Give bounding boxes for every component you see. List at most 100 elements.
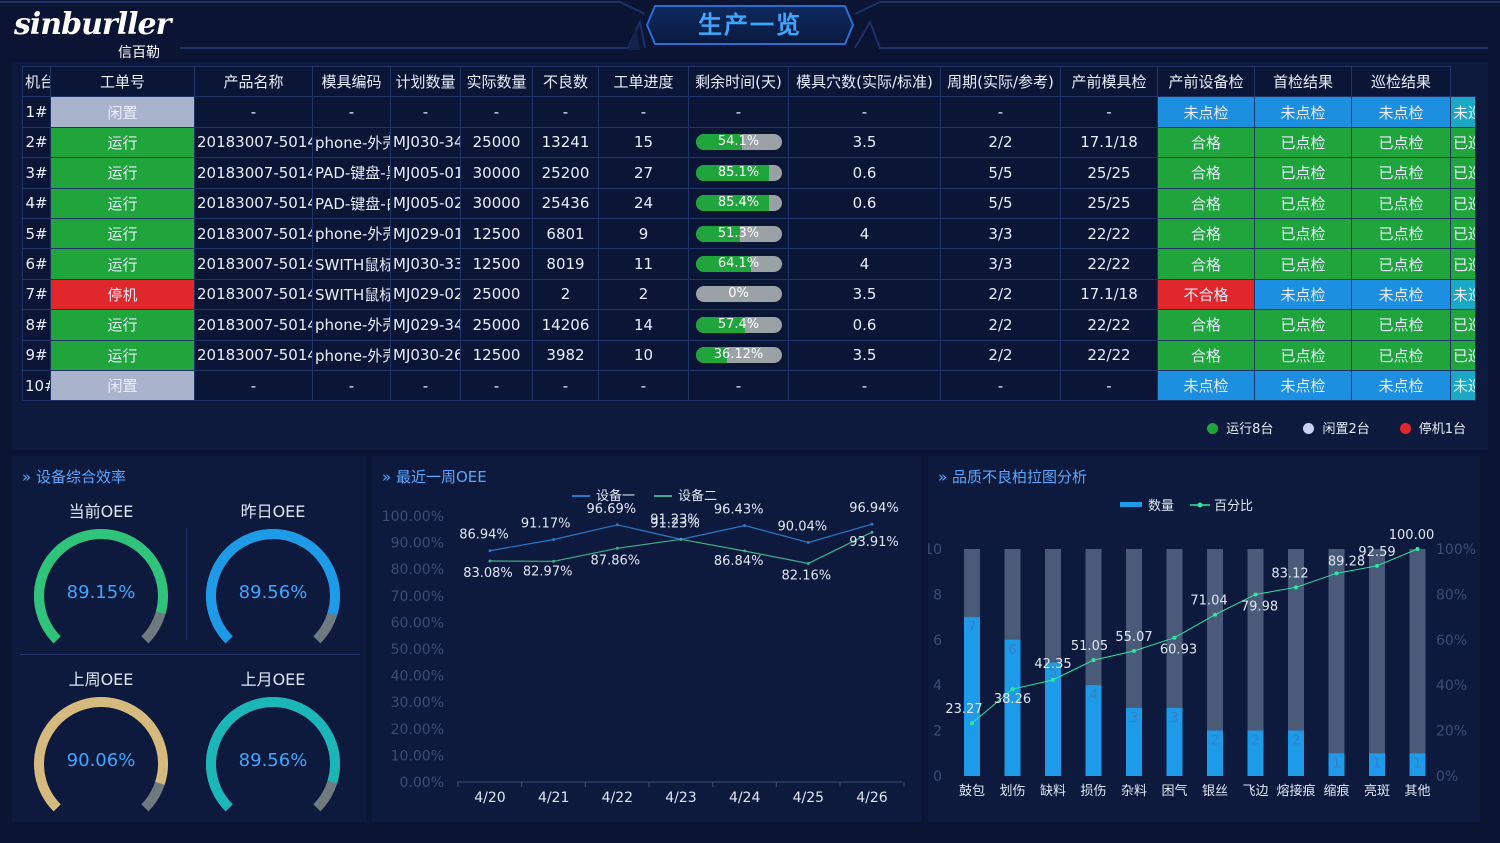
plan-cell: 25000 [460, 126, 533, 159]
actual-cell: 3982 [532, 339, 599, 371]
premold-check-cell: 合格 [1157, 248, 1255, 280]
cumulative-point [1010, 687, 1015, 692]
data-point [552, 559, 556, 563]
mold-cell: MJ030-34 [390, 126, 461, 159]
table-row[interactable]: 4#运行20183007-501412PAD-键盘-白色MJ005-023000… [22, 187, 1476, 219]
cavity-cell: - [940, 369, 1061, 402]
bar-background [1328, 549, 1345, 776]
defect-cell: 24 [598, 187, 689, 219]
table-row[interactable]: 3#运行20183007-501411PAD-键盘-黑色MJ005-013000… [22, 157, 1476, 189]
machine-cell: 5# [22, 217, 51, 250]
bar-background [1369, 549, 1385, 776]
y-tick-label: 0.00% [400, 775, 444, 791]
cumulative-label: 38.26 [994, 692, 1031, 707]
oee-gauge-value: 89.56% [238, 750, 308, 771]
column-header: 工单号 [50, 65, 195, 98]
first-inspection-cell: 已点检 [1351, 187, 1451, 219]
patrol-inspection-cell: 未巡检 [1450, 369, 1476, 402]
gauge-ring [34, 529, 168, 644]
cumulative-label: 60.93 [1160, 643, 1197, 658]
cavity-cell: 2/2 [940, 339, 1061, 371]
data-point [870, 530, 874, 534]
x-tick-label: 其他 [1404, 784, 1430, 799]
order-cell: 20183007-501414 [194, 248, 313, 280]
bar-value-label: 1 [1332, 756, 1340, 771]
defect-pareto-title-text: 品质不良柏拉图分析 [951, 468, 1087, 486]
cumulative-point [1172, 635, 1177, 640]
table-row[interactable]: 8#运行20183007-501416phone-外壳-白MJ029-34250… [22, 309, 1476, 341]
data-point [488, 559, 492, 563]
y-tick-label: 80.00% [391, 562, 444, 578]
legend-idle: 闲置2台 [1303, 418, 1370, 437]
order-cell: 20183007-501410 [194, 126, 313, 159]
defect-cell: 2 [598, 278, 689, 311]
status-badge: 运行 [50, 157, 195, 189]
right-y-tick-label: 40% [1436, 678, 1467, 694]
bar [1207, 730, 1223, 776]
product-cell: PAD-键盘-白色 [312, 187, 391, 219]
legend-running-label: 运行8台 [1226, 422, 1274, 437]
cumulative-point [1375, 563, 1379, 568]
oee-gauge-label: 上月OEE [240, 670, 306, 689]
cumulative-label: 55.07 [1115, 630, 1152, 645]
oee-panel-title: » 设备综合效率 [22, 466, 126, 487]
oee-gauge-yesterday: 昨日OEE 89.56% [188, 498, 358, 658]
gauge-ring [34, 697, 168, 812]
order-cell: - [194, 96, 313, 128]
order-cell: 20183007-501417 [194, 339, 313, 371]
actual-cell: - [532, 96, 599, 128]
plan-cell: - [460, 96, 533, 128]
data-point [806, 561, 810, 565]
progress-text: 85.4% [717, 195, 760, 211]
bar-background [1247, 549, 1264, 776]
progress-bar: 85.4% [695, 195, 782, 212]
data-point [743, 523, 747, 527]
first-inspection-cell: 已点检 [1351, 309, 1451, 341]
progress-cell: 54.1% [688, 126, 789, 159]
table-row[interactable]: 6#运行20183007-501414SWITH鼠标壳-xlMJ030-3312… [22, 248, 1476, 280]
preequip-check-cell: 已点检 [1254, 309, 1352, 341]
left-y-tick-label: 4 [933, 678, 942, 694]
cycle-cell: 22/22 [1060, 339, 1158, 371]
cavity-cell: 2/2 [940, 309, 1061, 341]
order-cell: 20183007-501412 [194, 187, 313, 219]
y-tick-label: 90.00% [391, 536, 444, 552]
table-row[interactable]: 2#运行20183007-501410phone-外壳-白MJ030-34250… [22, 126, 1476, 159]
progress-text: 64.1% [717, 256, 760, 272]
table-row[interactable]: 1#闲置----------未点检未点检未点检未巡检 [22, 96, 1476, 128]
left-y-tick-label: 8 [933, 587, 942, 603]
premold-check-cell: 不合格 [1157, 278, 1255, 311]
oee-panel: » 设备综合效率 当前OEE 89.15% 昨日OEE 89.56% 上周OEE… [12, 456, 366, 822]
product-cell: - [312, 96, 391, 128]
left-y-tick-label: 2 [933, 724, 942, 740]
legend-running: 运行8台 [1207, 418, 1273, 437]
oee-gauge-label: 上周OEE [68, 670, 134, 689]
remaining-days-cell: 0.6 [788, 187, 941, 219]
progress-bar-fill [695, 164, 769, 181]
table-row[interactable]: 10#闲置----------未点检未点检未点检未巡检 [22, 369, 1476, 402]
y-tick-label: 50.00% [391, 642, 444, 658]
actual-cell: 6801 [532, 217, 599, 250]
series-line [489, 531, 873, 565]
data-label: 96.43% [714, 502, 764, 517]
table-header-row: 机台工单号产品名称模具编码计划数量实际数量不良数工单进度剩余时间(天)模具穴数(… [22, 65, 1476, 98]
premold-check-cell: 合格 [1157, 309, 1255, 341]
data-point [615, 523, 619, 527]
defect-cell: 10 [598, 339, 689, 371]
progress-bar: 57.4% [695, 316, 782, 333]
machine-cell: 2# [22, 126, 51, 159]
column-header: 模具编码 [312, 65, 391, 98]
data-label: 86.84% [714, 554, 764, 569]
data-label: 82.97% [523, 564, 573, 579]
column-header: 产前设备检 [1157, 65, 1255, 98]
gauge-fill [34, 697, 168, 812]
cycle-cell: 25/25 [1060, 187, 1158, 219]
data-label: 91.23% [650, 516, 700, 531]
table-row[interactable]: 5#运行20183007-501413phone-外壳-黑MJ029-01125… [22, 217, 1476, 250]
title-frame [645, 5, 855, 45]
legend-label: 数量 [1148, 499, 1174, 514]
table-row[interactable]: 9#运行20183007-501417phone-外壳-黑MJ030-26125… [22, 339, 1476, 371]
defect-cell: 9 [598, 217, 689, 250]
data-label: 91.23% [650, 512, 700, 527]
table-row[interactable]: 7#停机20183007-501415SWITH鼠标壳-xlMJ029-0225… [22, 278, 1476, 311]
